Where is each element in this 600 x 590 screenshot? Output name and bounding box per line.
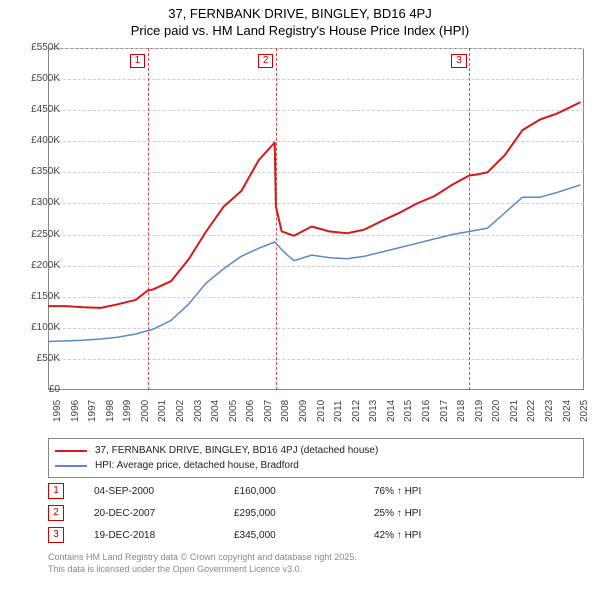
event-badge: 2 <box>48 505 64 521</box>
series-line <box>48 102 581 308</box>
y-tick-label: £250K <box>10 229 60 240</box>
title-line-1: 37, FERNBANK DRIVE, BINGLEY, BD16 4PJ <box>0 6 600 23</box>
x-tick-label: 2017 <box>439 400 450 422</box>
x-tick-label: 2023 <box>544 400 555 422</box>
x-tick-label: 2021 <box>509 400 520 422</box>
x-tick-label: 2018 <box>456 400 467 422</box>
event-price: £295,000 <box>234 508 374 519</box>
x-tick-label: 2001 <box>157 400 168 422</box>
y-tick-label: £200K <box>10 260 60 271</box>
y-tick-label: £150K <box>10 291 60 302</box>
y-tick-label: £300K <box>10 197 60 208</box>
x-tick-label: 2012 <box>351 400 362 422</box>
event-table: 1 04-SEP-2000 £160,000 76% ↑ HPI 2 20-DE… <box>48 480 584 546</box>
event-hpi: 25% ↑ HPI <box>374 508 421 519</box>
x-tick-label: 2009 <box>298 400 309 422</box>
x-tick-label: 1999 <box>122 400 133 422</box>
event-price: £345,000 <box>234 530 374 541</box>
legend-swatch <box>55 450 87 452</box>
x-tick-label: 1995 <box>52 400 63 422</box>
x-tick-label: 2005 <box>228 400 239 422</box>
x-tick-label: 2019 <box>474 400 485 422</box>
event-date: 04-SEP-2000 <box>94 486 234 497</box>
event-row: 2 20-DEC-2007 £295,000 25% ↑ HPI <box>48 502 584 524</box>
x-tick-label: 2013 <box>368 400 379 422</box>
attribution-line: This data is licensed under the Open Gov… <box>48 564 584 576</box>
x-tick-label: 2025 <box>579 400 590 422</box>
x-tick-label: 2015 <box>403 400 414 422</box>
event-badge: 3 <box>48 527 64 543</box>
x-tick-label: 1998 <box>105 400 116 422</box>
event-hpi: 42% ↑ HPI <box>374 530 421 541</box>
legend-label: 37, FERNBANK DRIVE, BINGLEY, BD16 4PJ (d… <box>95 445 378 456</box>
x-tick-label: 2022 <box>526 400 537 422</box>
event-date: 19-DEC-2018 <box>94 530 234 541</box>
x-tick-label: 2014 <box>386 400 397 422</box>
title-line-2: Price paid vs. HM Land Registry's House … <box>0 23 600 40</box>
legend-item: HPI: Average price, detached house, Brad… <box>55 458 577 473</box>
y-tick-label: £400K <box>10 135 60 146</box>
x-tick-label: 2000 <box>140 400 151 422</box>
event-hpi: 76% ↑ HPI <box>374 486 421 497</box>
x-tick-label: 2020 <box>491 400 502 422</box>
legend-item: 37, FERNBANK DRIVE, BINGLEY, BD16 4PJ (d… <box>55 443 577 458</box>
legend: 37, FERNBANK DRIVE, BINGLEY, BD16 4PJ (d… <box>48 438 584 478</box>
series-line <box>48 185 581 342</box>
x-tick-label: 2007 <box>263 400 274 422</box>
attribution: Contains HM Land Registry data © Crown c… <box>48 552 584 575</box>
attribution-line: Contains HM Land Registry data © Crown c… <box>48 552 584 564</box>
y-tick-label: £450K <box>10 104 60 115</box>
x-tick-label: 2011 <box>333 400 344 422</box>
legend-label: HPI: Average price, detached house, Brad… <box>95 460 299 471</box>
legend-swatch <box>55 465 87 467</box>
x-tick-label: 2004 <box>210 400 221 422</box>
x-tick-label: 2010 <box>316 400 327 422</box>
y-tick-label: £0 <box>10 384 60 395</box>
y-tick-label: £100K <box>10 322 60 333</box>
event-price: £160,000 <box>234 486 374 497</box>
event-badge: 1 <box>48 483 64 499</box>
x-tick-label: 2008 <box>280 400 291 422</box>
x-tick-label: 2006 <box>245 400 256 422</box>
y-tick-label: £550K <box>10 42 60 53</box>
chart-plot-area: 123 <box>48 48 584 390</box>
event-date: 20-DEC-2007 <box>94 508 234 519</box>
y-tick-label: £350K <box>10 166 60 177</box>
x-tick-label: 1997 <box>87 400 98 422</box>
chart-lines <box>48 48 584 390</box>
x-tick-label: 2002 <box>175 400 186 422</box>
x-tick-label: 2016 <box>421 400 432 422</box>
y-tick-label: £50K <box>10 353 60 364</box>
chart-title-block: 37, FERNBANK DRIVE, BINGLEY, BD16 4PJ Pr… <box>0 0 600 40</box>
x-tick-label: 1996 <box>70 400 81 422</box>
event-row: 3 19-DEC-2018 £345,000 42% ↑ HPI <box>48 524 584 546</box>
x-tick-label: 2024 <box>562 400 573 422</box>
x-tick-label: 2003 <box>193 400 204 422</box>
y-tick-label: £500K <box>10 73 60 84</box>
event-row: 1 04-SEP-2000 £160,000 76% ↑ HPI <box>48 480 584 502</box>
